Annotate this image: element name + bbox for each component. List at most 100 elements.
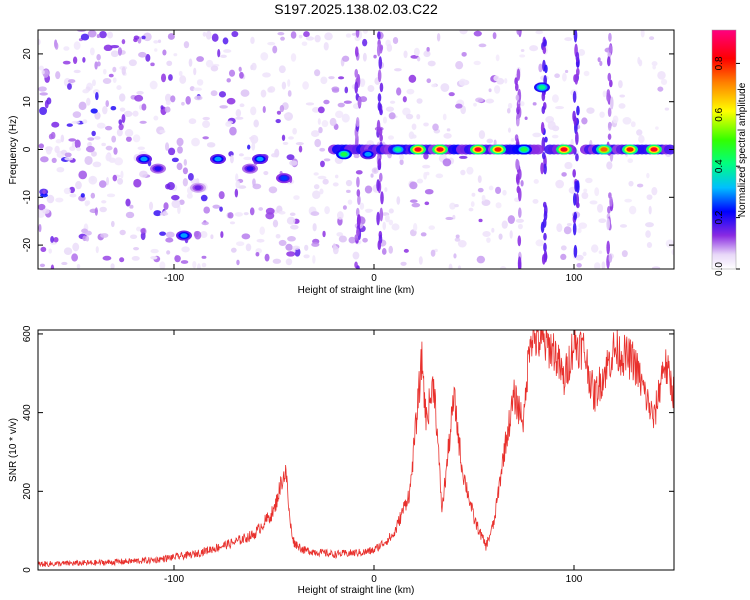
noise-cell — [173, 53, 178, 57]
noise-cell — [196, 79, 204, 86]
noise-cell — [502, 189, 507, 196]
noise-cell — [535, 239, 545, 247]
noise-cell — [286, 251, 296, 257]
ridge-cell — [414, 147, 422, 152]
noise-cell — [188, 118, 197, 125]
noise-cell — [581, 191, 589, 200]
noise-cell — [382, 116, 387, 124]
noise-cell — [492, 32, 497, 40]
noise-cell — [162, 49, 167, 56]
noise-cell — [504, 78, 508, 84]
noise-cell — [106, 31, 114, 39]
snr-x-ticks: -100 0 100 — [164, 330, 583, 585]
streak-cell — [377, 158, 382, 170]
noise-cell — [287, 90, 292, 97]
noise-cell — [312, 190, 321, 199]
noise-cell — [317, 106, 325, 114]
streak-cell — [572, 169, 576, 178]
noise-cell — [312, 223, 317, 232]
colorbar-tick-label: 0.0 — [714, 262, 725, 276]
ridge-cell — [194, 185, 202, 190]
noise-cell — [495, 202, 502, 209]
noise-cell — [280, 36, 285, 41]
noise-cell — [235, 180, 241, 189]
streak-cell — [607, 133, 612, 140]
noise-cell — [538, 63, 543, 73]
noise-cell — [72, 111, 82, 119]
colorbar-frame — [711, 29, 737, 270]
noise-cell — [247, 144, 251, 150]
noise-cell — [272, 45, 278, 54]
noise-cell — [98, 180, 107, 188]
noise-cell — [278, 239, 287, 247]
noise-cell — [416, 178, 424, 184]
noise-cell — [108, 157, 116, 163]
noise-cell — [40, 246, 47, 252]
noise-cell — [473, 60, 481, 66]
streak-cell — [606, 240, 610, 255]
noise-cell — [427, 60, 436, 67]
noise-cell — [563, 226, 572, 235]
snr-x-axis-label: Height of straight line (km) — [298, 585, 415, 596]
noise-cell — [560, 245, 567, 251]
noise-cell — [124, 129, 134, 137]
noise-cell — [403, 50, 408, 59]
noise-cell — [337, 102, 345, 108]
noise-cell — [150, 255, 158, 260]
noise-cell — [39, 263, 46, 268]
noise-cell — [91, 130, 96, 137]
noise-cell — [165, 237, 174, 243]
noise-cell — [493, 85, 501, 94]
noise-cell — [519, 54, 526, 58]
noise-cell — [597, 57, 601, 63]
noise-cell — [556, 223, 563, 233]
noise-cell — [594, 262, 601, 269]
noise-cell — [313, 184, 320, 190]
noise-cell — [660, 78, 668, 85]
noise-cell — [268, 86, 276, 93]
noise-cell — [482, 231, 491, 238]
noise-cell — [362, 30, 368, 34]
y-tick-label: -20 — [22, 237, 33, 252]
noise-cell — [495, 186, 502, 195]
noise-cell — [352, 251, 360, 260]
streak-cell — [576, 67, 580, 77]
noise-cell — [282, 141, 289, 145]
noise-cell — [402, 96, 407, 103]
noise-cell — [217, 49, 221, 58]
noise-cell — [598, 250, 603, 255]
noise-cell — [53, 236, 59, 243]
noise-cell — [39, 106, 48, 116]
noise-cell — [303, 31, 310, 38]
noise-cell — [507, 215, 515, 224]
noise-cell — [320, 160, 325, 168]
noise-cell — [148, 201, 154, 211]
noise-cell — [335, 110, 344, 119]
streak-cell — [575, 131, 579, 146]
noise-cell — [275, 234, 281, 239]
noise-cell — [621, 250, 628, 258]
ridge-cell — [180, 233, 188, 238]
noise-cell — [117, 177, 124, 185]
noise-cell — [251, 62, 257, 71]
noise-cell — [235, 116, 244, 120]
noise-cell — [73, 41, 81, 50]
noise-cell — [342, 55, 350, 62]
noise-cell — [648, 205, 652, 215]
noise-cell — [303, 254, 310, 259]
noise-cell — [345, 33, 352, 38]
noise-cell — [466, 166, 474, 175]
streak-cell — [541, 91, 546, 102]
noise-cell — [154, 48, 158, 52]
noise-cell — [249, 136, 255, 140]
noise-cell — [373, 168, 377, 173]
noise-cell — [267, 41, 276, 46]
noise-cell — [258, 207, 264, 211]
noise-cell — [177, 146, 183, 154]
noise-cell — [92, 79, 96, 87]
noise-cell — [80, 193, 85, 198]
noise-cell — [51, 121, 60, 128]
noise-cell — [478, 130, 486, 140]
